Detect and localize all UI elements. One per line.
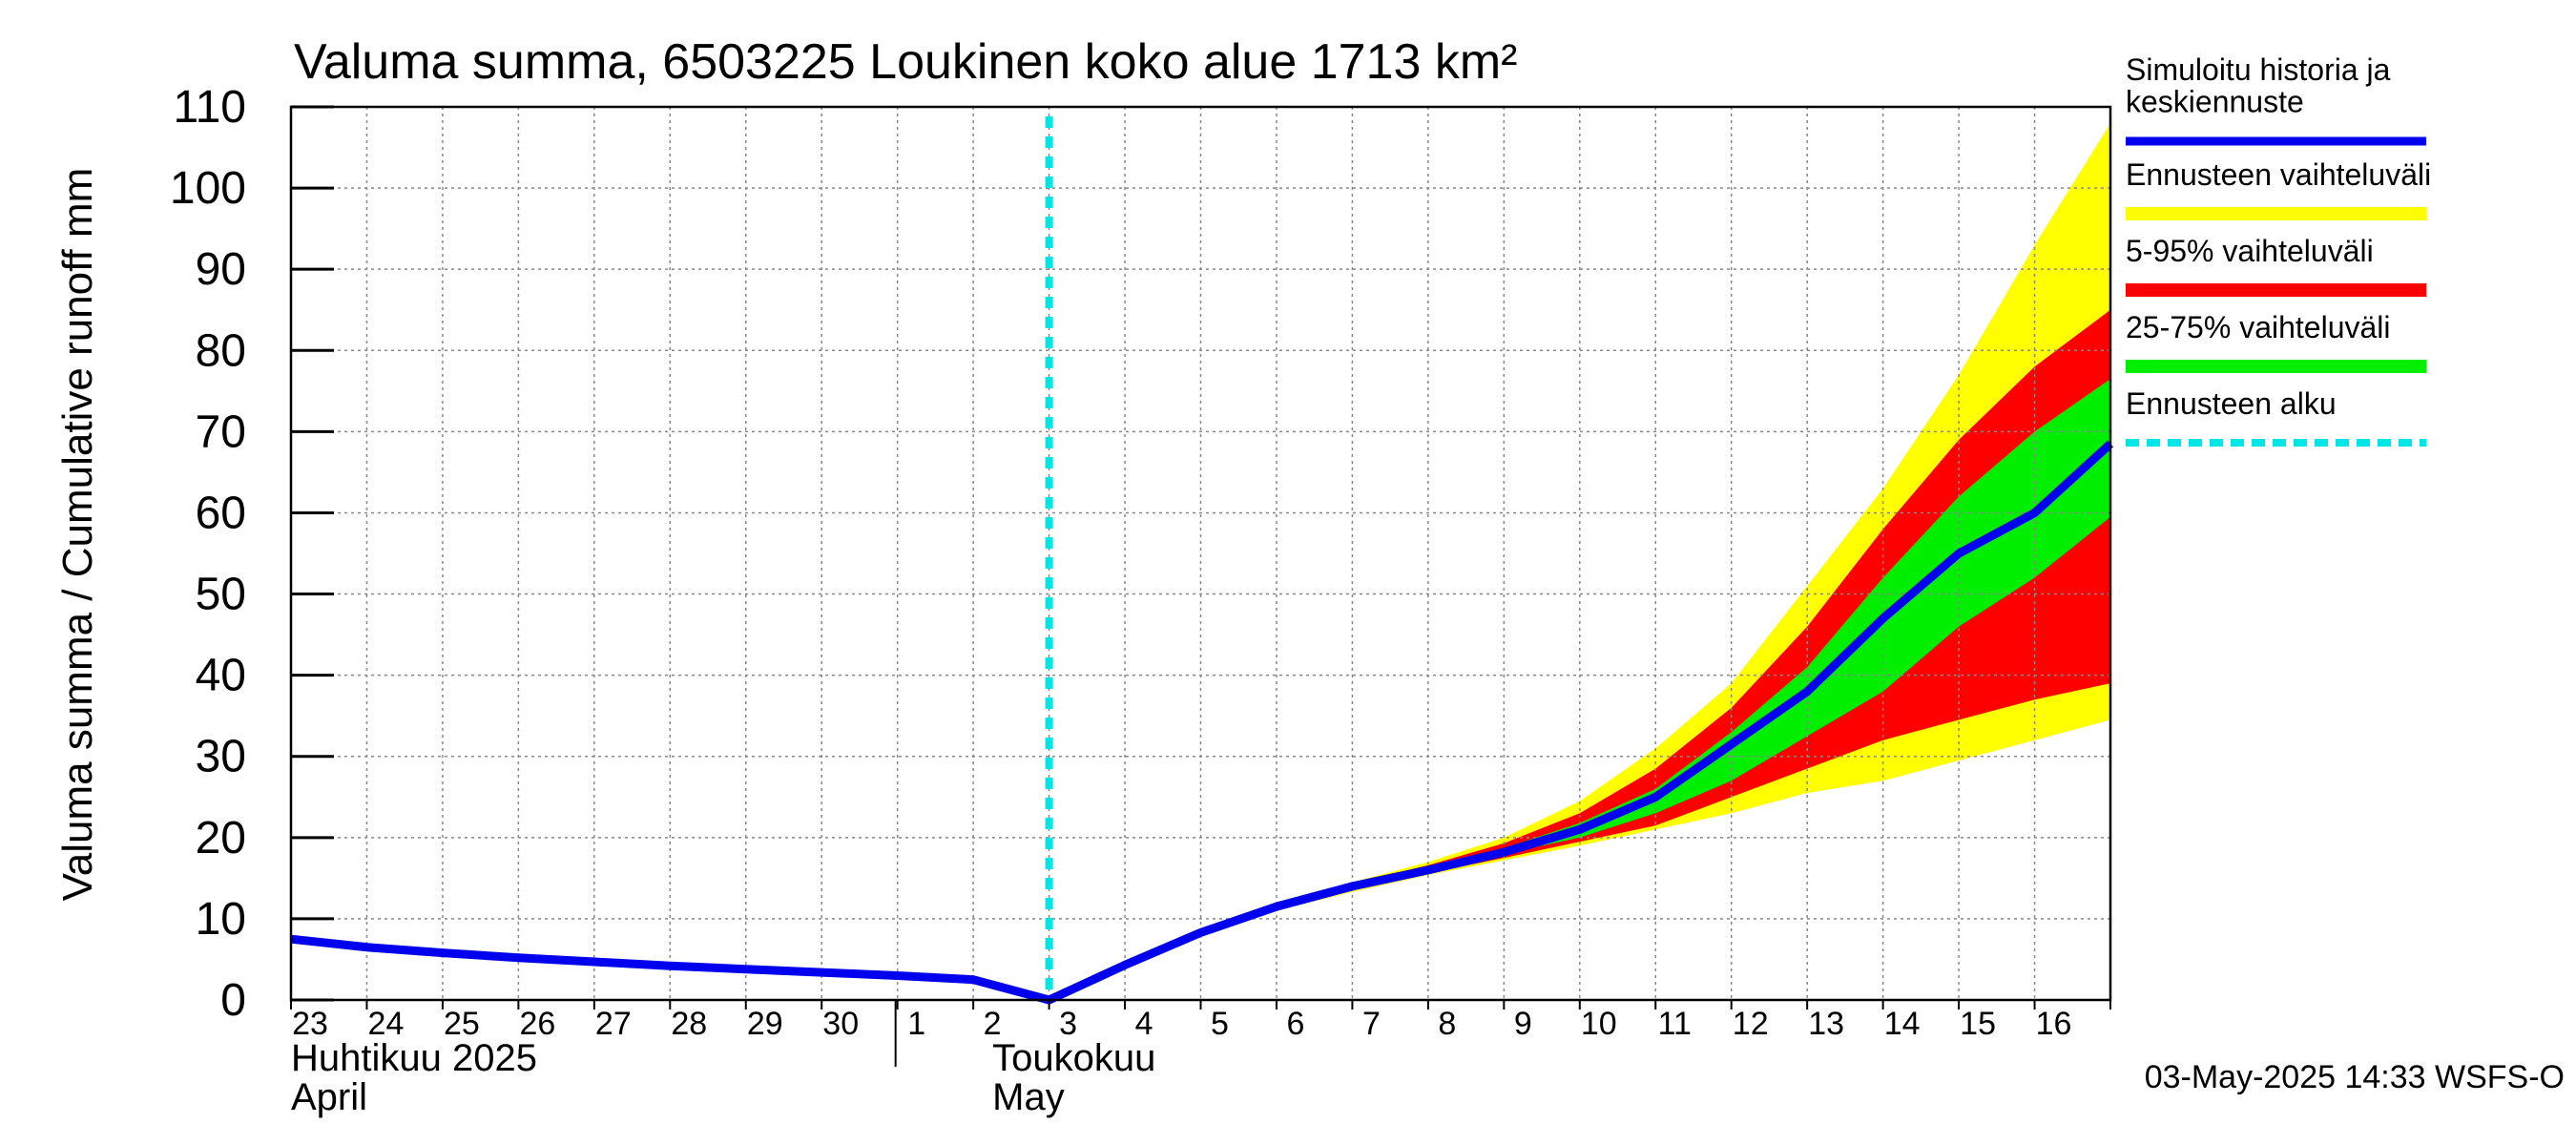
- x-tick-label: 1: [907, 1006, 925, 1042]
- history-median-line: [290, 440, 2114, 1005]
- series-lines: [290, 116, 2114, 1005]
- y-tick-label: 100: [170, 163, 246, 214]
- axes: [289, 105, 2112, 1067]
- y-tick-label: 80: [196, 325, 246, 376]
- month-label-fi: Huhtikuu 2025: [291, 1037, 537, 1079]
- month-label-en: April: [291, 1076, 367, 1118]
- x-tick-label: 26: [519, 1006, 555, 1042]
- legend: Simuloitu historia ja keskiennuste Ennuste…: [2126, 52, 2431, 447]
- x-tick-label: 27: [595, 1006, 632, 1042]
- legend-label: Ennusteen alku: [2126, 386, 2337, 421]
- x-tick-label: 9: [1514, 1006, 1532, 1042]
- y-tick-label: 70: [196, 406, 246, 457]
- x-tick-label: 8: [1438, 1006, 1456, 1042]
- y-tick-label: 30: [196, 732, 246, 782]
- x-tick-label: 15: [1960, 1006, 1996, 1042]
- footer-timestamp: 03-May-2025 14:33 WSFS-O: [2145, 1059, 2565, 1095]
- y-tick-label: 60: [196, 488, 246, 538]
- y-tick-label: 50: [196, 570, 246, 620]
- band-full-range: [1049, 123, 2110, 1000]
- x-tick-label: 4: [1135, 1006, 1153, 1042]
- x-tick-label: 24: [368, 1006, 405, 1042]
- forecast-bands: [1049, 123, 2110, 1001]
- y-tick-label: 40: [196, 651, 246, 701]
- legend-label: Ennusteen vaihteluväli: [2126, 157, 2431, 192]
- y-tick-label: 0: [220, 975, 246, 1026]
- legend-label: Simuloitu historia ja keskiennuste: [2126, 52, 2391, 119]
- x-tick-label: 28: [671, 1006, 707, 1042]
- x-tick-label: 16: [2036, 1006, 2072, 1042]
- legend-label: 25-75% vaihteluväli: [2126, 310, 2391, 344]
- month-label-fi: Toukokuu: [992, 1037, 1155, 1079]
- x-tick-label: 12: [1733, 1006, 1769, 1042]
- y-axis-label: Valuma summa / Cumulative runoff mm: [54, 168, 101, 902]
- x-tick-label: 29: [747, 1006, 783, 1042]
- y-tick-label: 10: [196, 894, 246, 945]
- month-label-en: May: [992, 1076, 1065, 1118]
- y-tick-label: 20: [196, 813, 246, 864]
- x-tick-label: 14: [1884, 1006, 1921, 1042]
- x-tick-label: 11: [1658, 1006, 1692, 1042]
- x-tick-label: 10: [1581, 1006, 1617, 1042]
- x-tick-label: 23: [292, 1006, 328, 1042]
- x-tick-label: 25: [444, 1006, 480, 1042]
- x-tick-label: 6: [1286, 1006, 1304, 1042]
- x-tick-label: 5: [1211, 1006, 1229, 1042]
- y-tick-label: 90: [196, 244, 246, 295]
- x-tick-label: 7: [1362, 1006, 1381, 1042]
- x-tick-label: 2: [984, 1006, 1002, 1042]
- y-tick-label: 110: [173, 82, 246, 133]
- legend-label: 5-95% vaihteluväli: [2126, 234, 2374, 268]
- x-tick-label: 13: [1808, 1006, 1844, 1042]
- x-tick-label: 30: [822, 1006, 859, 1042]
- chart-title: Valuma summa, 6503225 Loukinen koko alue…: [294, 34, 1517, 90]
- x-tick-label: 3: [1059, 1006, 1077, 1042]
